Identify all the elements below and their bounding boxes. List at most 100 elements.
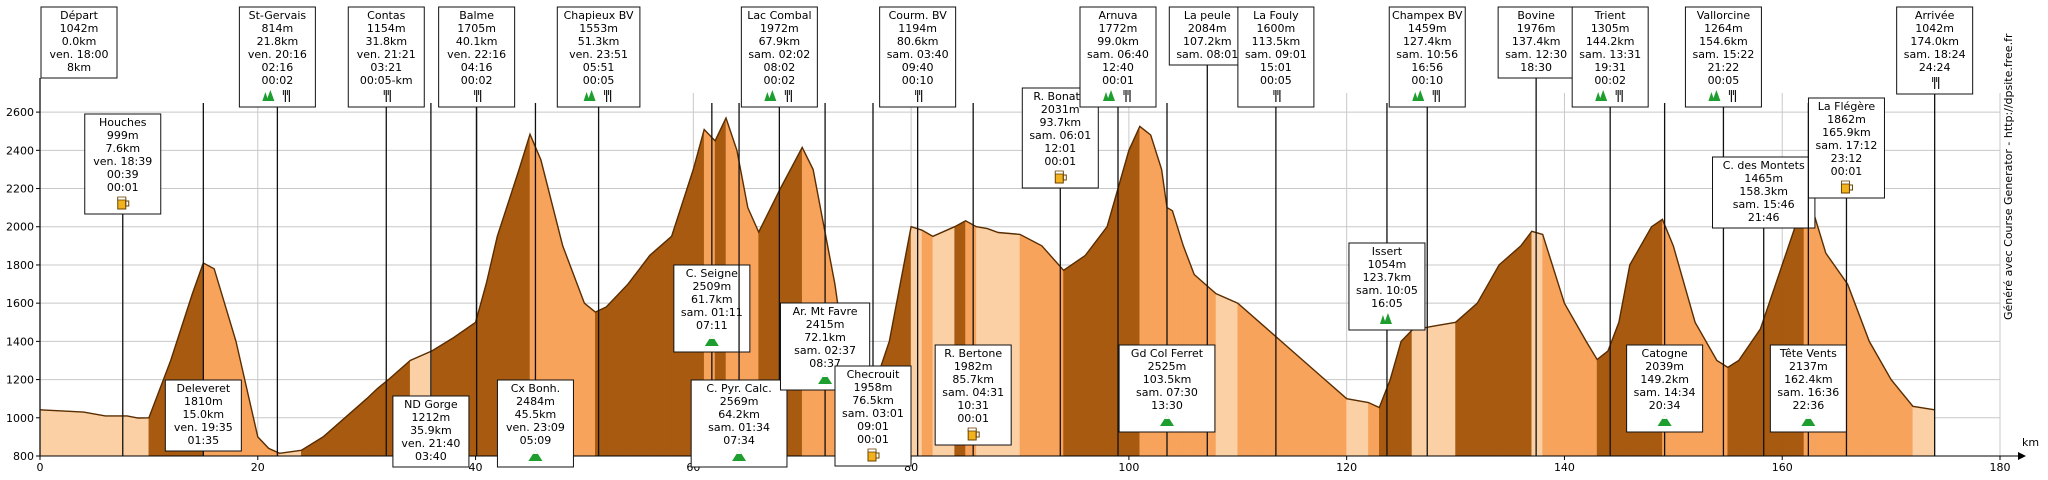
elevation-segment (1368, 402, 1380, 457)
waypoint-text: Départ (60, 9, 98, 22)
elevation-segment (1912, 405, 1935, 457)
waypoint-text: sam. 01:11 (681, 306, 743, 319)
meal-icon (282, 90, 290, 102)
elevation-segment (1716, 359, 1729, 457)
meal-icon (474, 90, 482, 102)
summit-icon-shape (1160, 415, 1174, 426)
waypoint-text: sam. 07:30 (1136, 386, 1198, 399)
elevation-segment (584, 302, 596, 457)
waypoint-text: sam. 10:56 (1396, 48, 1458, 61)
elevation-segment (649, 235, 672, 457)
elevation-segment (605, 283, 629, 457)
summit-icon-shape (1657, 415, 1672, 426)
aid-icon-shape (1107, 90, 1115, 101)
waypoint-text: 35.9km (410, 424, 452, 437)
x-tick-label: 160 (1772, 461, 1793, 474)
waypoint-text: Champex BV (1392, 9, 1463, 22)
summit-icon-shape (709, 335, 715, 339)
waypoint-text: 2137m (1789, 360, 1828, 373)
waypoint-text: 1553m (579, 22, 618, 35)
meal-icon (1273, 90, 1281, 102)
elevation-segment (1237, 302, 1260, 457)
y-tick-label: 2400 (6, 144, 34, 157)
waypoint-text: 05:51 (583, 61, 615, 74)
waypoint-text: 45.5km (515, 408, 557, 421)
waypoint-text: 64.2km (718, 408, 760, 421)
waypoint-text: sam. 12:30 (1505, 48, 1567, 61)
waypoint-text: 2484m (516, 395, 555, 408)
waypoint-text: 00:10 (1411, 74, 1443, 87)
waypoint-box (392, 395, 470, 468)
meal-icon (1615, 90, 1623, 102)
waypoint-text: 1972m (760, 22, 799, 35)
waypoint-text: 08:02 (764, 61, 796, 74)
waypoint-text: 00:02 (1594, 74, 1626, 87)
waypoint-text: sam. 10:05 (1356, 284, 1418, 297)
meal-icon (1123, 90, 1131, 102)
waypoint-text: Contas (367, 9, 405, 22)
waypoint-text: 137.4km (1512, 35, 1561, 48)
waypoint-text: ND Gorge (404, 398, 458, 411)
waypoint-text: 03:40 (415, 450, 447, 463)
waypoint-box (238, 6, 316, 108)
waypoint-text: 154.6km (1699, 35, 1748, 48)
y-tick-label: 1000 (6, 412, 34, 425)
waypoint-text: 149.2km (1640, 373, 1689, 386)
waypoint-box (1388, 6, 1466, 108)
waypoint-text: 99.0km (1097, 35, 1139, 48)
waypoint-text: sam. 15:46 (1733, 198, 1795, 211)
waypoint-text: Tête Vents (1779, 347, 1837, 360)
waypoint-text: 22:36 (1793, 399, 1825, 412)
meal-icon (604, 90, 612, 102)
summit-icon (704, 335, 719, 346)
waypoint-text: 1465m (1744, 172, 1783, 185)
waypoint-text: sam. 13:31 (1579, 48, 1641, 61)
waypoint-text: C. Pyr. Calc. (706, 382, 771, 395)
y-tick-label: 800 (13, 450, 34, 463)
waypoint-text: 18:30 (1520, 61, 1552, 74)
waypoint-text: 00:01 (957, 412, 989, 425)
waypoint-text: 1459m (1408, 22, 1447, 35)
waypoint-text: sam. 16:36 (1777, 386, 1839, 399)
waypoint-text: 00:02 (262, 74, 294, 87)
elevation-segment (1596, 350, 1609, 457)
summit-icon-shape (736, 450, 742, 454)
waypoint-text: Ar. Mt Favre (793, 305, 858, 318)
waypoint-text: ven. 18:00 (50, 48, 109, 61)
waypoint-text: 02:16 (262, 61, 294, 74)
elevation-segment (1585, 340, 1598, 457)
waypoint-text: Issert (1372, 245, 1403, 258)
waypoint-text: 1042m (60, 22, 99, 35)
waypoint-text: Checrouit (847, 368, 901, 381)
summit-icon-shape (822, 373, 828, 377)
waypoint-text: R. Bonatti (1033, 90, 1087, 103)
waypoint-text: Cx Bonh. (511, 382, 560, 395)
waypoint-box (1712, 156, 1816, 229)
waypoint-text: 107.2km (1183, 35, 1232, 48)
waypoint-text: 21:22 (1708, 61, 1740, 74)
summit-icon-shape (1662, 415, 1668, 419)
waypoint-text: 00:02 (461, 74, 493, 87)
waypoint-text: Trient (1594, 9, 1626, 22)
waypoint-text: 00:01 (1102, 74, 1134, 87)
waypoint-text: sam. 15:22 (1692, 48, 1754, 61)
waypoint-text: 123.7km (1363, 271, 1412, 284)
waypoint-text: 2509m (692, 280, 731, 293)
waypoint-text: 00:01 (857, 433, 889, 446)
waypoint-text: sam. 17:12 (1816, 139, 1878, 152)
waypoint-box (740, 6, 818, 108)
aid-icon-shape (262, 92, 269, 101)
waypoint-text: 16:05 (1371, 297, 1403, 310)
waypoint-text: 7.6km (105, 142, 140, 155)
elevation-segment (1063, 254, 1086, 457)
beer-icon-shape (867, 448, 877, 453)
waypoint-text: sam. 01:34 (708, 421, 770, 434)
elevation-segment (126, 415, 139, 457)
